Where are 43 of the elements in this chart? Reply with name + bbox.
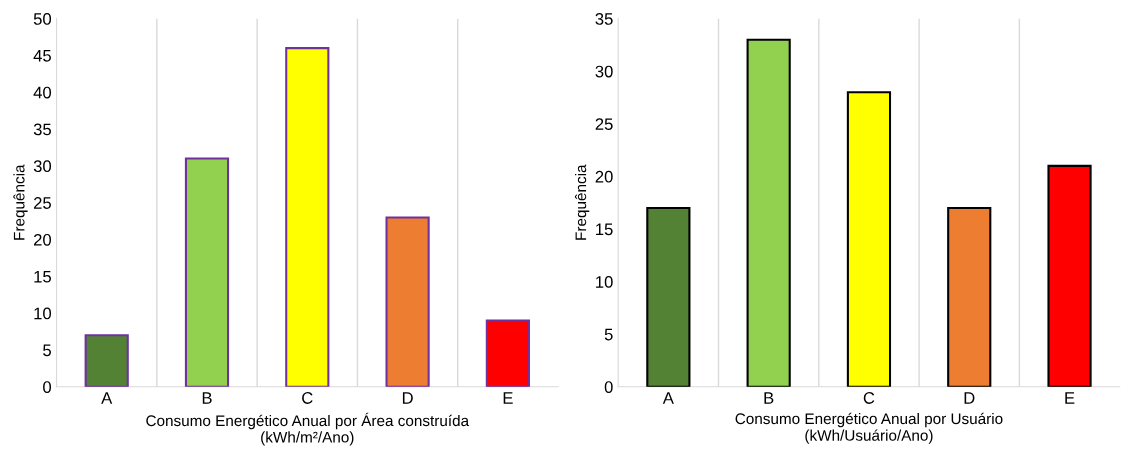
y-tick-label: 30 [595,65,613,78]
y-tick-label: 10 [34,307,52,320]
x-tick-label: B [202,392,212,404]
x-tick-label: D [964,392,975,404]
y-tick-label: 35 [595,13,613,25]
y-tick-label: 5 [43,344,51,357]
x-tick-label: D [402,392,413,404]
bar [846,91,892,387]
bar [184,157,230,387]
x-axis-title: Consumo Energético Anual por Área construída (kWh/m²/Ano) [146,412,470,446]
y-tick-label: 15 [596,223,613,236]
bar [646,206,691,387]
y-tick-label: 35 [33,123,51,136]
x-tick-label: A [662,392,674,404]
bar [285,47,330,387]
y-tick-label: 25 [33,197,51,209]
x-tick-label: E [1065,392,1075,404]
x-tick-label: C [863,392,875,404]
x-tick-label: C [302,392,313,404]
y-axis-title: Frequência [13,164,28,240]
y-tick-label: 0 [604,381,613,393]
y-tick-label: 15 [34,270,51,283]
bar [385,216,430,387]
x-tick-label: A [101,392,113,404]
bar [1047,164,1092,387]
y-tick-label: 45 [33,50,51,62]
y-tick-label: 30 [33,160,52,173]
x-tick-label: E [503,392,513,404]
y-tick-label: 20 [595,170,613,183]
y-tick-label: 0 [43,381,52,393]
y-tick-label: 25 [595,118,613,131]
x-axis-title: Consumo Energético Anual por Usuário (kWh/Usuário/Ano) [735,412,1003,444]
bar [84,334,129,387]
y-axis-title: Frequência [574,164,590,240]
y-tick-label: 40 [33,86,52,99]
bar [947,206,992,387]
y-tick-label: 50 [33,13,52,25]
y-tick-label: 20 [33,233,52,246]
x-tick-label: B [764,392,774,404]
y-tick-label: 10 [596,276,613,288]
bar [485,319,530,387]
bar [746,38,791,387]
y-tick-label: 5 [604,328,613,341]
